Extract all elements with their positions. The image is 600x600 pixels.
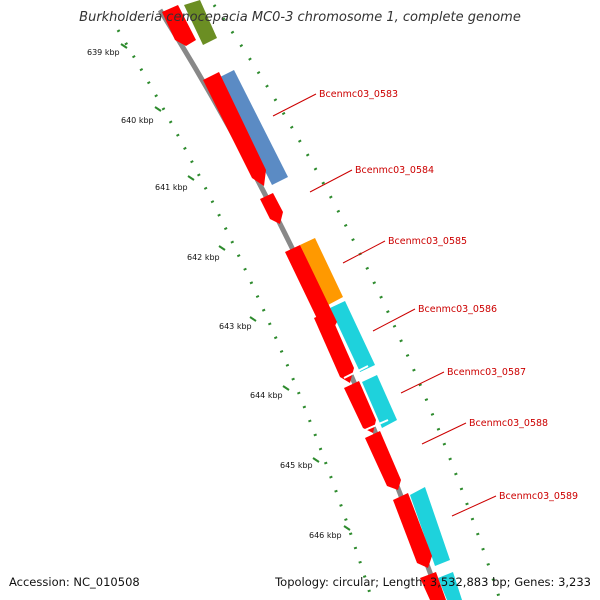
separator — [364, 419, 389, 431]
feature-separators — [343, 365, 389, 431]
feature-blue — [218, 70, 288, 185]
cds-arrow — [420, 572, 446, 600]
tick-label: 640 kbp — [121, 116, 154, 125]
cds-arrow — [344, 381, 376, 433]
feature-cyan — [438, 572, 462, 600]
tick-label: 643 kbp — [219, 322, 252, 331]
feature-orange — [300, 238, 343, 305]
leader-line — [451, 495, 497, 517]
tick-dash — [154, 106, 162, 112]
gene-label-0589[interactable]: Bcenmc03_0589 — [499, 491, 578, 502]
feature-cyan — [410, 487, 450, 566]
gene-label-0587[interactable]: Bcenmc03_0587 — [447, 367, 526, 378]
leader-line — [309, 169, 353, 193]
gene-label-0583[interactable]: Bcenmc03_0583 — [319, 89, 398, 100]
tick-label: 644 kbp — [250, 391, 283, 400]
tick-dash — [249, 316, 257, 322]
leader-line — [372, 308, 416, 332]
gene-label-0588[interactable]: Bcenmc03_0588 — [469, 418, 548, 429]
gene-label-0584[interactable]: Bcenmc03_0584 — [355, 165, 434, 176]
genome-summary-text: Topology: circular; Length: 3,532,883 bp… — [275, 575, 591, 589]
gene-label-0586[interactable]: Bcenmc03_0586 — [418, 304, 497, 315]
accession-text: Accession: NC_010508 — [9, 575, 140, 589]
gene-labels: Bcenmc03_0583 Bcenmc03_0584 Bcenmc03_058… — [319, 89, 578, 502]
tick-label: 646 kbp — [309, 531, 342, 540]
tick-dash — [120, 43, 128, 49]
cds-arrow — [285, 245, 337, 333]
tick-dash — [343, 525, 351, 531]
cds-arrow — [393, 493, 432, 568]
map-title: Burkholderia cenocepacia MC0-3 chromosom… — [79, 10, 521, 25]
outer-strand-features — [184, 0, 462, 600]
gene-label-0585[interactable]: Bcenmc03_0585 — [388, 236, 467, 247]
leader-line — [342, 240, 386, 264]
leader-line — [421, 422, 467, 445]
cds-arrow — [162, 5, 196, 46]
feature-cyan — [362, 375, 397, 428]
tick-dash — [282, 385, 290, 391]
cds-arrow — [260, 193, 283, 224]
tick-dash — [187, 175, 195, 181]
separator — [343, 365, 369, 379]
cds-arrow — [203, 72, 266, 186]
cds-arrow — [314, 311, 354, 383]
tick-labels: 639 kbp 640 kbp 641 kbp 642 kbp 643 kbp … — [87, 48, 342, 540]
inner-strand-features — [162, 5, 446, 600]
tick-label: 639 kbp — [87, 48, 120, 57]
tick-dash — [312, 457, 320, 463]
leader-line — [272, 93, 317, 117]
tick-label: 642 kbp — [187, 253, 220, 262]
leader-lines — [272, 93, 497, 517]
tick-dashes — [120, 43, 351, 531]
tick-label: 645 kbp — [280, 461, 313, 470]
cds-arrow — [365, 431, 401, 490]
feature-cyan — [330, 301, 375, 372]
tick-dash — [218, 245, 226, 251]
tick-label: 641 kbp — [155, 183, 188, 192]
feature-olive — [184, 0, 217, 45]
leader-line — [400, 371, 445, 394]
